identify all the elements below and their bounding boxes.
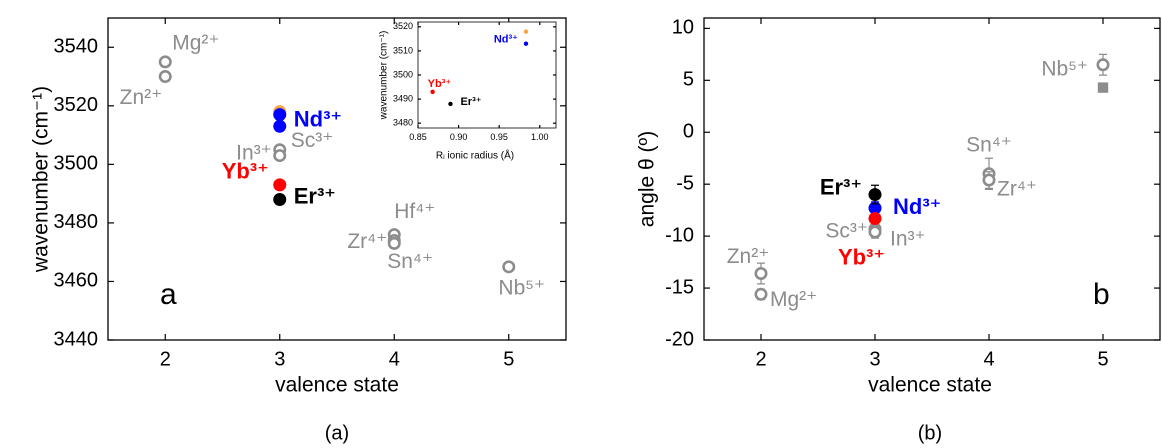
x-tick-label: 4 (389, 348, 400, 370)
marker (982, 173, 996, 187)
y-tick-label: 3480 (393, 118, 413, 128)
plot-frame (417, 21, 557, 129)
panel-letter: a (160, 278, 177, 311)
point-label: Zn²⁺ (120, 86, 163, 109)
point-label: In³⁺ (890, 228, 926, 251)
point-label: Sn⁴⁺ (966, 133, 1012, 156)
marker (868, 211, 882, 225)
marker (158, 55, 172, 69)
panel: 0.85 0.90 0.95 1.00 3480 3490 3500 3510 3520 Rᵢ i… (379, 21, 557, 162)
marker (273, 119, 287, 133)
x-tick-label: 2 (160, 348, 171, 370)
point-label: Er³⁺ (820, 174, 862, 199)
y-tick-label: 0 (683, 121, 694, 143)
marker (523, 41, 529, 46)
point-label: Nb⁵⁺ (498, 276, 545, 299)
x-tick-label: 0.95 (490, 132, 508, 142)
point-label: Sc³⁺ (825, 219, 868, 242)
marker (502, 260, 516, 274)
point-label: Nd³⁺ (494, 34, 518, 46)
point-label: Yb³⁺ (428, 78, 452, 90)
y-tick-label: 3490 (393, 93, 413, 103)
point-label: Yb³⁺ (222, 159, 269, 184)
marker (1097, 82, 1109, 93)
y-tick-label: 10 (672, 17, 694, 39)
marker (868, 201, 882, 215)
y-tick-label: 3510 (393, 45, 413, 55)
y-tick-label: -15 (665, 276, 694, 298)
y-tick-label: 3500 (393, 69, 413, 79)
point-label: Mg²⁺ (770, 288, 817, 311)
y-tick-label: 3540 (54, 36, 99, 58)
y-tick-label: 3520 (54, 94, 99, 116)
panel: 2 3 4 5 -20 -15 -10 -5 0 5 10 valence state angle θ … (636, 17, 1161, 444)
plot-frame (703, 17, 1161, 341)
point-label: Er³⁺ (460, 96, 481, 108)
caption: (b) (918, 422, 942, 444)
y-axis-title: angle θ (º) (636, 131, 659, 227)
marker (430, 89, 435, 95)
y-tick-label: 3500 (54, 153, 99, 175)
panel-letter: b (1093, 278, 1110, 311)
x-tick-label: 3 (274, 348, 285, 370)
point-label: Nd³⁺ (893, 194, 941, 219)
marker (1096, 58, 1110, 72)
y-axis-title: wavenumber (cm⁻¹) (30, 86, 53, 273)
point-label: Mg²⁺ (172, 31, 219, 54)
y-axis-title: wavenumber (cm⁻¹) (379, 31, 390, 121)
point-label: Yb³⁺ (838, 244, 885, 269)
marker (273, 192, 287, 206)
marker (273, 178, 287, 192)
marker (387, 236, 401, 250)
point-label: Zr⁴⁺ (347, 230, 387, 253)
y-tick-label: 3460 (54, 270, 99, 292)
x-tick-label: 2 (755, 348, 766, 370)
marker (273, 149, 287, 163)
y-tick-label: -20 (665, 328, 694, 350)
marker (523, 29, 529, 34)
x-tick-label: 3 (869, 348, 880, 370)
point-label: Zr⁴⁺ (997, 178, 1037, 201)
marker (158, 70, 172, 84)
x-tick-label: 4 (983, 348, 994, 370)
point-label: Zn²⁺ (727, 245, 770, 268)
point-label: Sc³⁺ (291, 129, 334, 152)
point-label: Er³⁺ (294, 183, 336, 208)
marker (868, 188, 882, 202)
point-label: Hf⁴⁺ (394, 200, 435, 223)
x-axis-title: valence state (868, 374, 992, 397)
y-tick-label: 5 (683, 69, 694, 91)
x-tick-label: 5 (503, 348, 514, 370)
point-label: Sn⁴⁺ (387, 250, 433, 273)
x-axis-title: Rᵢ ionic radius (Å) (436, 149, 514, 162)
point-label: Nd³⁺ (294, 106, 342, 131)
x-tick-label: 0.85 (409, 132, 427, 142)
x-tick-label: 1.00 (531, 132, 549, 142)
x-tick-label: 0.90 (450, 132, 468, 142)
caption: (a) (325, 422, 349, 444)
x-tick-label: 5 (1097, 348, 1108, 370)
marker (448, 101, 453, 107)
marker (273, 108, 287, 122)
point-label: In³⁺ (236, 141, 272, 164)
x-axis-title: valence state (275, 374, 399, 397)
y-tick-label: -10 (665, 224, 694, 246)
y-tick-label: 3440 (54, 328, 99, 350)
marker (754, 287, 768, 301)
y-tick-label: 3520 (393, 21, 413, 31)
marker (754, 267, 768, 281)
y-tick-label: -5 (676, 172, 694, 194)
marker (868, 225, 882, 239)
y-tick-label: 3480 (54, 211, 99, 233)
point-label: Nb⁵⁺ (1041, 57, 1088, 80)
